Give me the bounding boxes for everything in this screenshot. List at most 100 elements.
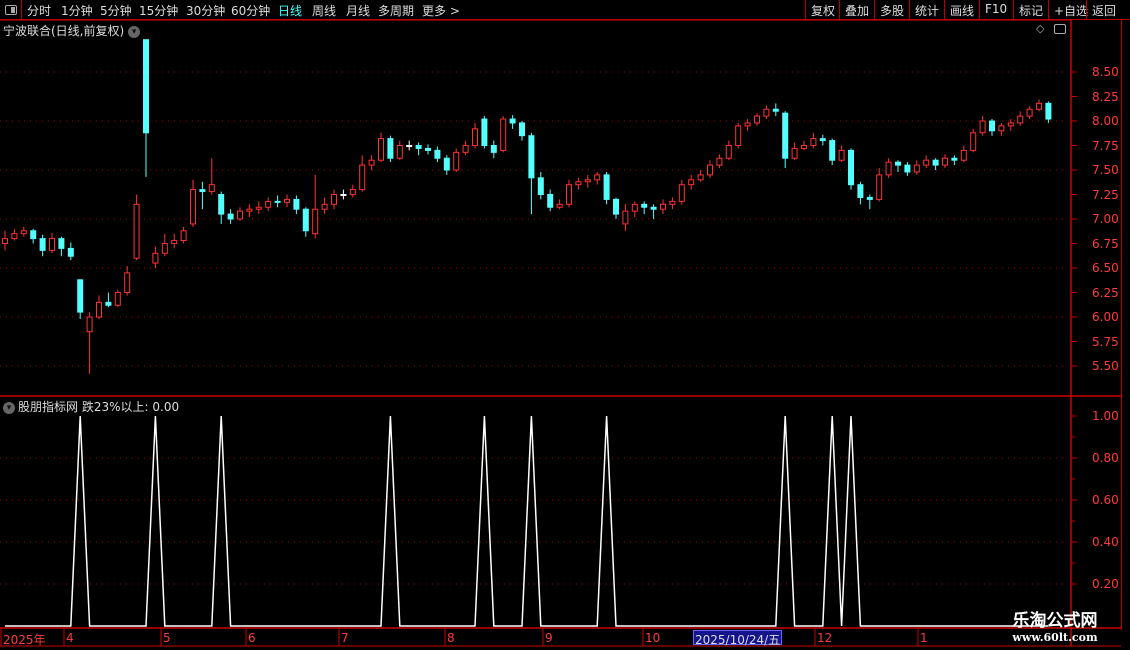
date-tick: 10 — [645, 631, 661, 645]
diamond-icon[interactable]: ◇ — [1036, 22, 1045, 35]
indicator-line — [5, 415, 1049, 627]
candle-body — [801, 145, 807, 149]
candle-body — [180, 230, 187, 242]
toolbar-button-0[interactable]: 复权 — [805, 0, 840, 20]
candle-body — [725, 145, 732, 159]
candle-body — [152, 252, 159, 264]
candle-body — [340, 194, 347, 196]
candle-body — [688, 179, 695, 186]
date-tick: 12 — [817, 631, 833, 645]
period-tab-10[interactable]: 更多 > — [422, 4, 460, 18]
candle-body — [227, 213, 234, 220]
period-tab-9[interactable]: 多周期 — [378, 4, 415, 18]
chevron-down-icon[interactable]: ▾ — [128, 25, 141, 38]
chart-title: 宁波联合(日线,前复权) ▾ — [3, 22, 141, 39]
candle-body — [960, 149, 967, 161]
candle-body — [453, 151, 460, 171]
candle-body — [951, 157, 958, 161]
candle-body — [133, 203, 140, 259]
toolbar-button-7[interactable]: +自选 — [1048, 0, 1093, 20]
candle-body — [876, 174, 883, 200]
candle-body — [923, 159, 930, 166]
period-tab-6[interactable]: 日线 — [278, 4, 303, 18]
candle-body — [707, 164, 713, 176]
chevron-down-icon[interactable]: ▾ — [3, 401, 15, 414]
candle-body — [406, 145, 413, 147]
price-tick: 6.50 — [1092, 261, 1119, 275]
candle-body — [998, 125, 1005, 132]
toolbar-button-5[interactable]: F10 — [979, 0, 1012, 20]
date-tick: 5 — [163, 631, 171, 645]
candle-body — [697, 174, 704, 181]
candle-body — [857, 184, 864, 198]
watermark-logo: 乐淘公式网 www.60lt.com — [990, 606, 1120, 644]
period-tab-8[interactable]: 月线 — [346, 4, 371, 18]
candle-body — [829, 140, 836, 161]
candle-body — [763, 108, 770, 117]
candle-body — [77, 279, 84, 313]
period-tab-7[interactable]: 周线 — [312, 4, 337, 18]
candle-body — [942, 157, 948, 166]
candle-body — [274, 200, 281, 203]
period-tab-3[interactable]: 15分钟 — [139, 4, 179, 18]
panel-toggle-icon[interactable] — [1054, 24, 1066, 34]
indicator-value: 0.00 — [152, 400, 180, 414]
candle-body — [989, 120, 995, 132]
candle-body — [1045, 102, 1052, 120]
candle-body — [509, 118, 516, 124]
candle-body — [772, 108, 779, 112]
candle-body — [791, 147, 798, 159]
candle-body — [331, 194, 337, 205]
candle-body — [913, 164, 920, 173]
candle-body — [20, 230, 27, 235]
candle-body — [246, 208, 253, 212]
candle-body — [603, 174, 610, 200]
period-tab-4[interactable]: 30分钟 — [186, 4, 226, 18]
toolbar-button-3[interactable]: 统计 — [909, 0, 944, 20]
period-tab-1[interactable]: 1分钟 — [61, 4, 93, 18]
candle-body — [114, 292, 121, 306]
candle-body — [237, 210, 243, 220]
candle-body — [1007, 122, 1014, 127]
date-tick: 7 — [341, 631, 349, 645]
candle-body — [650, 206, 657, 210]
date-tick: 2025年 — [3, 633, 46, 647]
toolbar-button-6[interactable]: 标记 — [1013, 0, 1048, 20]
period-tab-2[interactable]: 5分钟 — [100, 4, 132, 18]
candle-body — [11, 233, 18, 240]
candle-body — [631, 203, 638, 212]
candle-body — [199, 189, 206, 193]
candle-body — [265, 200, 272, 208]
toolbar-button-4[interactable]: 画线 — [944, 0, 979, 20]
candle-body — [744, 122, 751, 127]
candle-body — [979, 120, 986, 134]
candle-body — [171, 240, 178, 244]
candle-body — [312, 208, 319, 235]
candle-body — [415, 145, 422, 149]
candle-body — [885, 161, 892, 176]
candle-body — [669, 200, 676, 205]
candle-body — [735, 125, 742, 147]
candle-body — [39, 238, 46, 251]
toolbar-button-2[interactable]: 多股 — [874, 0, 909, 20]
date-tick: 9 — [545, 631, 553, 645]
toolbar-button-8[interactable]: 返回 — [1086, 0, 1121, 20]
candle-body — [932, 159, 939, 166]
period-tab-0[interactable]: 分时 — [27, 4, 52, 18]
indicator-tick: 0.40 — [1092, 535, 1119, 549]
toolbar-button-1[interactable]: 叠加 — [839, 0, 874, 20]
candle-body — [970, 132, 977, 151]
layout-toggle-icon[interactable] — [0, 0, 22, 20]
candle-body — [359, 164, 366, 191]
candle-body — [387, 138, 394, 159]
candle-body — [528, 135, 535, 179]
period-tab-5[interactable]: 60分钟 — [231, 4, 271, 18]
candle-body — [30, 230, 37, 240]
indicator-title: ▾ 股朋指标网 跌23%以上: 0.00 — [3, 398, 179, 415]
candle-body — [641, 203, 648, 208]
price-tick: 7.50 — [1092, 163, 1119, 177]
candle-body — [462, 145, 469, 153]
candle-body — [500, 118, 507, 151]
right-info-panel[interactable] — [1121, 20, 1130, 630]
